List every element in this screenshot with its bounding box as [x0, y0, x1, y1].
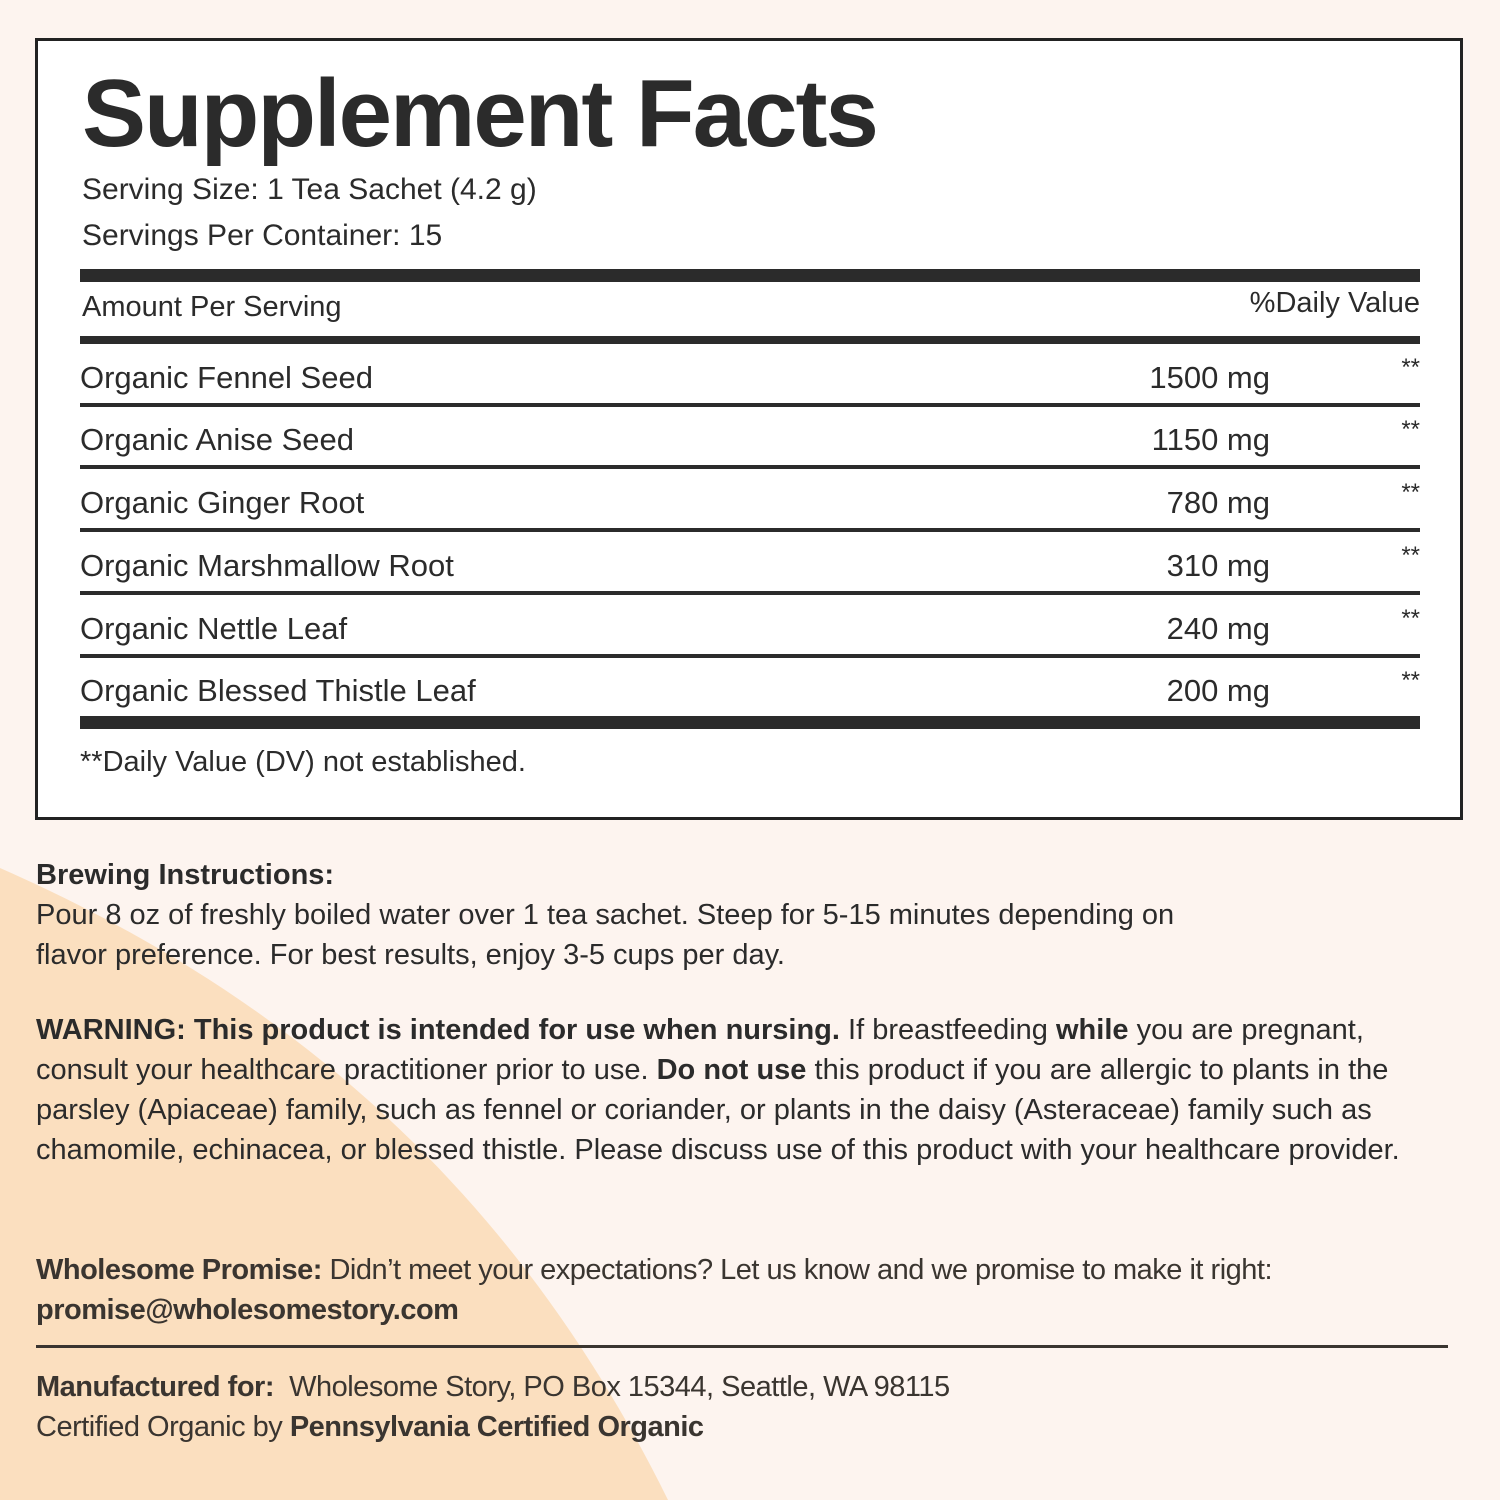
servings-per-container: Servings Per Container: 15	[82, 219, 443, 252]
manufacturer-section: Manufactured for: Wholesome Story, PO Bo…	[36, 1367, 1456, 1447]
divider-medium	[80, 336, 1420, 344]
warning-text-1: If breastfeeding	[839, 1014, 1056, 1046]
brewing-line-1: Pour 8 oz of freshly boiled water over 1…	[36, 899, 1175, 931]
row-divider	[80, 654, 1420, 658]
warning-text: WARNING: This product is intended for us…	[36, 1010, 1451, 1170]
ingredient-dv: **	[1401, 667, 1420, 694]
ingredient-name: Organic Anise Seed	[80, 422, 355, 457]
ingredient-name: Organic Ginger Root	[80, 485, 365, 520]
divider-thick-bottom	[80, 716, 1420, 729]
cert-prefix: Certified Organic by	[36, 1411, 290, 1443]
ingredient-dv: **	[1401, 605, 1420, 632]
ingredient-name: Organic Nettle Leaf	[80, 611, 348, 646]
ingredient-row: Organic Ginger Root 780 mg **	[80, 471, 1420, 531]
promise-label: Wholesome Promise:	[36, 1254, 322, 1286]
manufacturer-label: Manufactured for:	[36, 1371, 275, 1403]
supplement-facts-panel: Supplement Facts Serving Size: 1 Tea Sac…	[35, 38, 1463, 820]
ingredient-dv: **	[1401, 479, 1420, 506]
promise-section: Wholesome Promise: Didn’t meet your expe…	[36, 1250, 1456, 1330]
brewing-line-2: flavor preference. For best results, enj…	[36, 939, 785, 971]
warning-text-2: you are pregnant, consult your healthcar…	[36, 1014, 1364, 1086]
promise-text: Didn’t meet your expectations? Let us kn…	[321, 1254, 1273, 1286]
ingredient-row: Organic Marshmallow Root 310 mg **	[80, 534, 1420, 594]
ingredient-row: Organic Fennel Seed 1500 mg **	[80, 346, 1420, 406]
ingredient-name: Organic Fennel Seed	[80, 360, 373, 395]
ingredient-amount: 240 mg	[1166, 611, 1270, 646]
ingredient-name: Organic Marshmallow Root	[80, 548, 454, 583]
ingredient-dv: **	[1401, 354, 1420, 381]
dv-header: %Daily Value	[1249, 287, 1420, 319]
warning-bold-3: Do not use	[656, 1054, 807, 1086]
divider-thick	[80, 269, 1420, 282]
warning-text-3: this product if you are allergic to plan…	[36, 1054, 1400, 1166]
ingredient-name: Organic Blessed Thistle Leaf	[80, 673, 476, 708]
ingredient-amount: 310 mg	[1166, 548, 1270, 583]
row-divider	[80, 591, 1420, 595]
divider-footer	[36, 1345, 1448, 1348]
row-divider	[80, 465, 1420, 469]
cert-body: Pennsylvania Certified Organic	[289, 1411, 704, 1443]
brewing-label: Brewing Instructions:	[36, 859, 335, 891]
facts-title: Supplement Facts	[82, 60, 879, 167]
row-divider	[80, 403, 1420, 407]
ingredient-amount: 780 mg	[1166, 485, 1270, 520]
ingredient-amount: 200 mg	[1166, 673, 1270, 708]
serving-size: Serving Size: 1 Tea Sachet (4.2 g)	[82, 173, 537, 206]
warning-bold-2: while	[1056, 1014, 1129, 1046]
amount-header: Amount Per Serving	[82, 291, 342, 323]
ingredient-dv: **	[1401, 416, 1420, 443]
ingredient-dv: **	[1401, 542, 1420, 569]
ingredient-row: Organic Blessed Thistle Leaf 200 mg **	[80, 659, 1420, 719]
warning-bold-1: WARNING: This product is intended for us…	[36, 1014, 840, 1046]
row-divider	[80, 528, 1420, 532]
ingredient-amount: 1500 mg	[1149, 360, 1270, 395]
dv-footnote: **Daily Value (DV) not established.	[80, 746, 526, 778]
manufacturer-address: Wholesome Story, PO Box 15344, Seattle, …	[274, 1371, 950, 1403]
ingredient-row: Organic Anise Seed 1150 mg **	[80, 408, 1420, 468]
ingredient-row: Organic Nettle Leaf 240 mg **	[80, 597, 1420, 657]
promise-email-link[interactable]: promise@wholesomestory.com	[36, 1294, 459, 1326]
ingredient-amount: 1150 mg	[1151, 422, 1270, 457]
brewing-instructions: Brewing Instructions: Pour 8 oz of fresh…	[36, 855, 1456, 975]
